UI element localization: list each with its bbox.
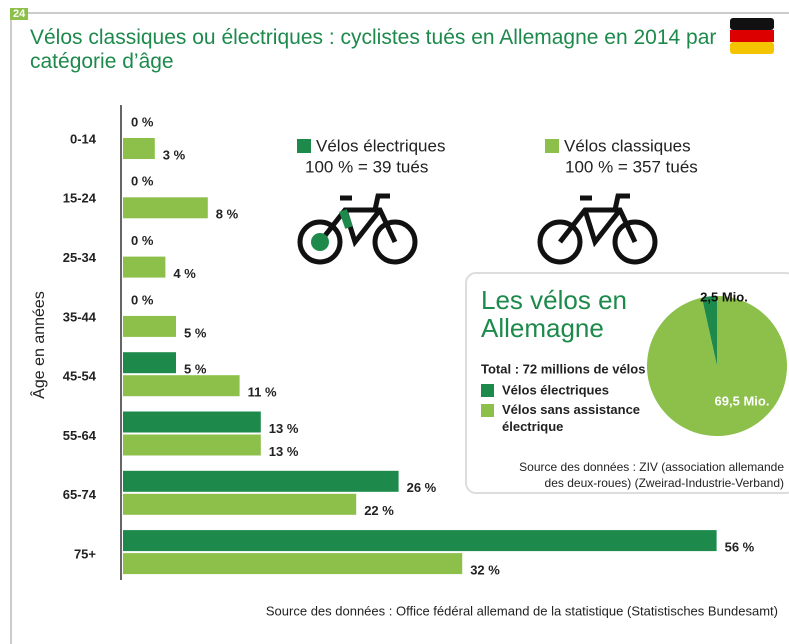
bar [123, 138, 155, 159]
bar [123, 256, 166, 278]
bar [123, 470, 399, 492]
value-label: 0 % [131, 233, 154, 248]
flag [730, 18, 774, 54]
legend-label: Vélos sans assistance électrique [502, 402, 640, 434]
chart-title: Vélos classiques ou électriques : cyclis… [30, 26, 717, 73]
bar [123, 553, 463, 575]
value-label: 5 % [184, 362, 207, 377]
y-tick-label: 35-44 [63, 309, 97, 324]
legend-note: 100 % = 39 tués [305, 157, 428, 176]
legend-label: Vélos électriques [316, 136, 445, 155]
bar [123, 530, 717, 552]
frame [10, 12, 789, 644]
bar [123, 411, 261, 433]
legend-swatch [545, 139, 559, 153]
page: 24 Vélos classiques ou électriques : cyc… [10, 8, 789, 644]
bar [123, 197, 208, 219]
value-label: 69,5 Mio. [715, 393, 770, 408]
bike-icon [297, 193, 418, 265]
bar [123, 315, 176, 337]
value-label: 32 % [470, 563, 500, 578]
inset-source: Source des données : ZIV (association al… [519, 460, 784, 490]
y-tick-label: 45-54 [63, 369, 97, 384]
pie-slice [701, 296, 717, 366]
chart: Âge en années Vélos électriques 100 % = … [29, 18, 789, 618]
y-tick-label: 0-14 [70, 131, 97, 146]
legend-swatch [481, 384, 494, 397]
value-label: 2,5 Mio. [700, 289, 748, 304]
y-axis-label: Âge en années [29, 291, 48, 399]
value-label: 13 % [269, 421, 299, 436]
value-label: 56 % [725, 540, 755, 555]
inset-title: Les vélos en Allemagne [481, 285, 627, 343]
value-label: 0 % [131, 114, 154, 129]
legend-swatch [481, 404, 494, 417]
pie-slice [647, 296, 787, 436]
y-tick-label: 25-34 [63, 250, 97, 265]
value-label: 0 % [131, 292, 154, 307]
bar [123, 375, 240, 397]
value-label: 5 % [184, 325, 207, 340]
legend-label: Vélos classiques [564, 136, 691, 155]
value-label: 0 % [131, 174, 154, 189]
value-label: 8 % [216, 207, 239, 222]
bike-icon [537, 193, 658, 265]
badge: 24 [10, 8, 29, 20]
source: Source des données : Office fédéral alle… [266, 603, 778, 618]
value-label: 13 % [269, 444, 299, 459]
value-label: 26 % [407, 480, 437, 495]
bar [123, 352, 176, 374]
value-label: 4 % [173, 266, 196, 281]
value-label: 3 % [163, 147, 186, 162]
value-label: 11 % [248, 385, 277, 400]
bar [123, 493, 357, 515]
y-tick-label: 15-24 [63, 191, 97, 206]
y-tick-label: 55-64 [63, 428, 97, 443]
legend-label: Vélos électriques [502, 382, 609, 397]
value-label: 22 % [364, 503, 394, 518]
legend-note: 100 % = 357 tués [565, 157, 698, 176]
y-tick-label: 75+ [74, 547, 96, 562]
inset-subtitle: Total : 72 millions de vélos [481, 361, 645, 376]
legend-swatch [297, 139, 311, 153]
bar [123, 434, 261, 456]
y-tick-label: 65-74 [63, 487, 97, 502]
